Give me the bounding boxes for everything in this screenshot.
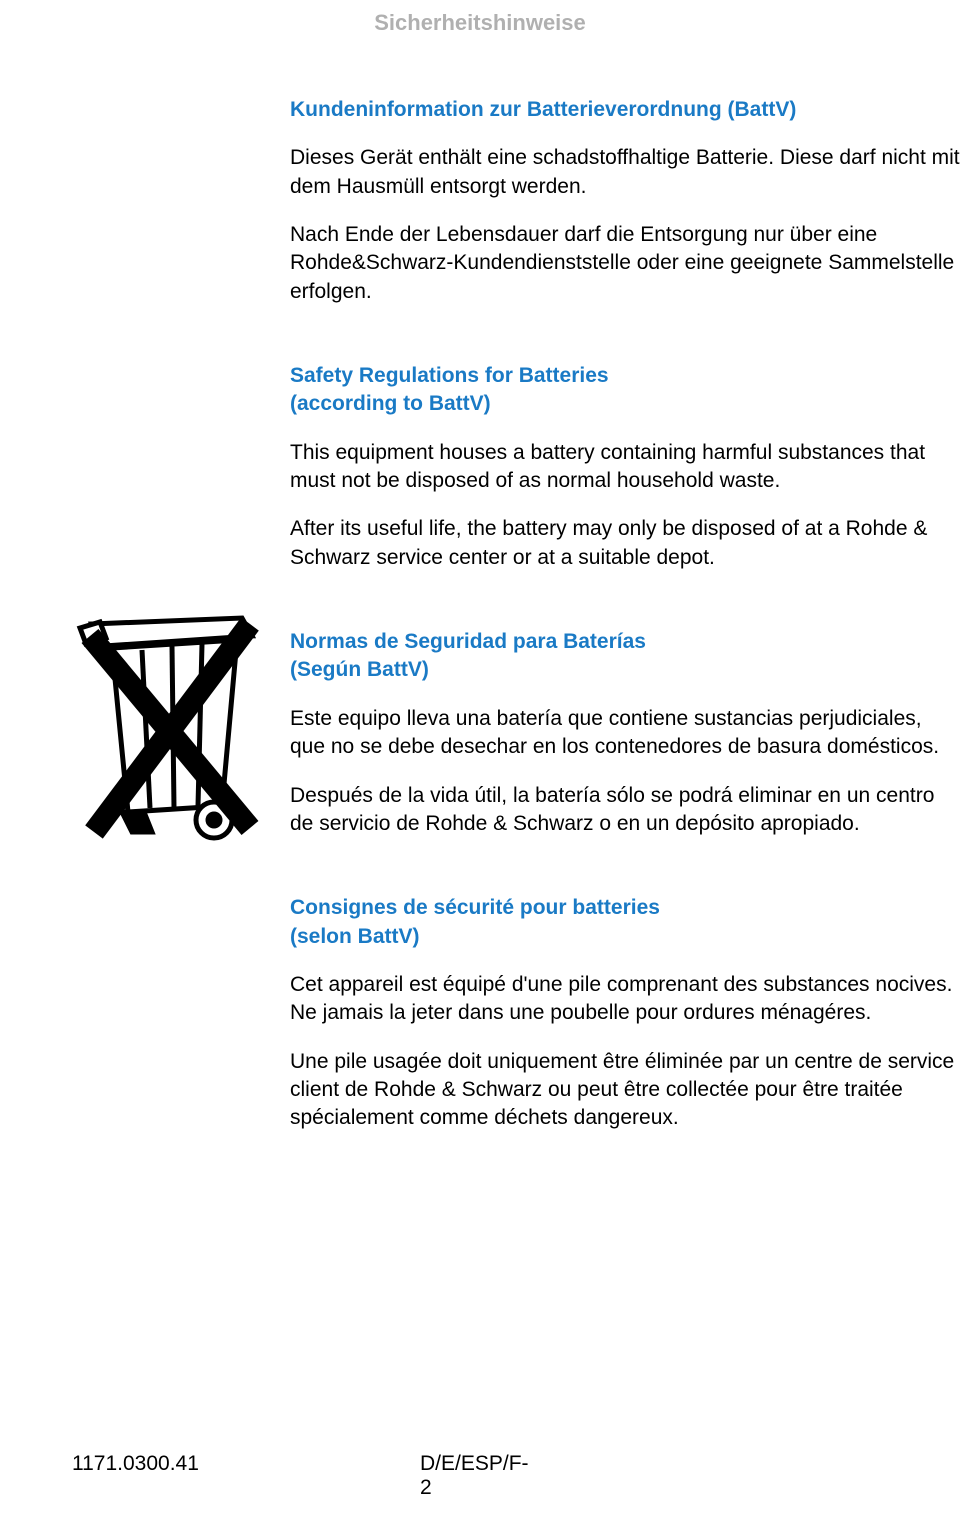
paragraph: This equipment houses a battery containi… — [290, 439, 960, 496]
section-title: Kundeninformation zur Batterieverordnung… — [290, 96, 960, 124]
page-header: Sicherheitshinweise — [0, 0, 960, 36]
paragraph: Cet appareil est équipé d'une pile compr… — [290, 971, 960, 1028]
title-subtitle: (selon BattV) — [290, 923, 960, 951]
page-footer: 1171.0300.41 D/E/ESP/F-2 — [0, 1452, 960, 1500]
paragraph: Después de la vida útil, la batería sólo… — [290, 782, 960, 839]
title-subtitle: (Según BattV) — [290, 656, 960, 684]
doc-number: 1171.0300.41 — [0, 1452, 420, 1500]
title-subtitle: (according to BattV) — [290, 390, 960, 418]
title-text: Normas de Seguridad para Baterías — [290, 630, 646, 653]
section-title: Normas de Seguridad para Baterías (Según… — [290, 628, 960, 685]
paragraph: Nach Ende der Lebensdauer darf die Entso… — [290, 221, 960, 306]
section-title: Consignes de sécurité pour batteries (se… — [290, 894, 960, 951]
section-es: Normas de Seguridad para Baterías (Según… — [290, 628, 960, 838]
section-de: Kundeninformation zur Batterieverordnung… — [290, 96, 960, 306]
content-area: Kundeninformation zur Batterieverordnung… — [0, 36, 960, 1189]
paragraph: Este equipo lleva una batería que contie… — [290, 705, 960, 762]
section-en: Safety Regulations for Batteries (accord… — [290, 362, 960, 572]
crossed-bin-icon — [72, 576, 272, 856]
title-text: Kundeninformation zur Batterieverordnung… — [290, 98, 796, 121]
section-fr: Consignes de sécurité pour batteries (se… — [290, 894, 960, 1132]
text-column: Kundeninformation zur Batterieverordnung… — [290, 96, 960, 1189]
title-text: Safety Regulations for Batteries — [290, 364, 609, 387]
paragraph: After its useful life, the battery may o… — [290, 515, 960, 572]
paragraph: Une pile usagée doit uniquement être éli… — [290, 1048, 960, 1133]
page-code: D/E/ESP/F-2 — [420, 1452, 529, 1500]
illustration-column — [0, 96, 290, 1189]
paragraph: Dieses Gerät enthält eine schadstoffhalt… — [290, 144, 960, 201]
title-text: Consignes de sécurité pour batteries — [290, 896, 660, 919]
section-title: Safety Regulations for Batteries (accord… — [290, 362, 960, 419]
